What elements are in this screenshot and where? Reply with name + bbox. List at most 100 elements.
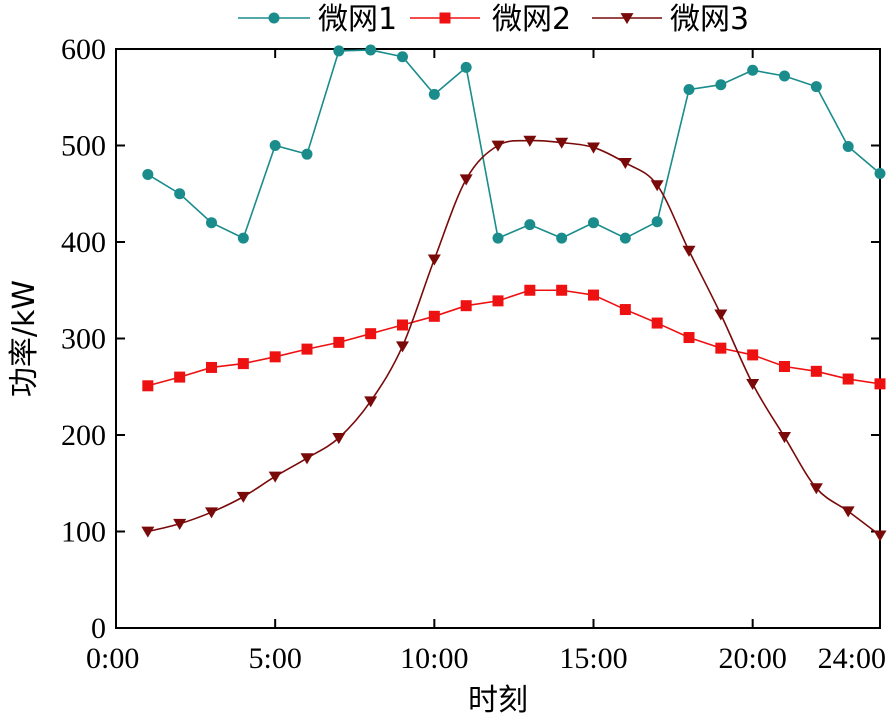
- data-point: [237, 358, 249, 370]
- data-point: [747, 64, 759, 76]
- data-point: [174, 371, 186, 383]
- data-point: [332, 433, 346, 445]
- data-point: [301, 343, 313, 355]
- data-point: [874, 378, 886, 390]
- y-tick-label: 500: [61, 130, 106, 163]
- data-point: [747, 349, 759, 361]
- data-point: [236, 491, 250, 503]
- data-point: [651, 216, 663, 228]
- series-3: [141, 135, 887, 542]
- data-point: [174, 188, 186, 200]
- y-axis-title: 功率/kW: [7, 280, 42, 397]
- data-point: [588, 217, 599, 229]
- legend-swatch-marker: [268, 12, 280, 24]
- data-point: [810, 365, 822, 377]
- data-point: [300, 453, 314, 465]
- data-point: [746, 378, 760, 391]
- y-tick-label: 300: [61, 323, 106, 356]
- legend-swatch-marker: [439, 12, 451, 24]
- data-point: [619, 232, 631, 244]
- data-point: [555, 137, 569, 149]
- x-tick-label: 15:00: [559, 642, 627, 675]
- plot-area: 0:00 5:00 10:00 15:00 20:00 24:00 0 100 200 300 4…: [61, 33, 887, 675]
- series-2: [142, 284, 886, 392]
- data-point: [141, 526, 155, 538]
- data-point: [651, 317, 663, 329]
- y-axis: 0 100 200 300 400 500 600: [61, 33, 880, 645]
- data-point: [778, 432, 791, 444]
- x-tick-label: 10:00: [400, 642, 468, 675]
- data-point: [619, 304, 631, 316]
- data-point: [873, 530, 887, 542]
- data-point: [269, 351, 281, 363]
- series-line: [147, 289, 881, 387]
- x-tick-label: 5:00: [248, 642, 301, 675]
- data-point: [683, 332, 695, 344]
- data-point: [301, 148, 313, 160]
- x-tick-label: 24:00: [818, 642, 886, 675]
- data-point: [397, 51, 408, 63]
- data-point: [460, 300, 472, 312]
- data-point: [427, 254, 441, 266]
- data-point: [333, 336, 345, 348]
- x-axis-title: 时刻: [468, 683, 528, 716]
- data-point: [587, 142, 600, 154]
- data-point: [842, 373, 854, 385]
- data-point: [397, 319, 408, 331]
- data-point: [874, 167, 886, 179]
- series-line: [147, 49, 881, 240]
- y-tick-label: 0: [91, 612, 106, 645]
- data-point: [809, 483, 823, 495]
- data-point: [682, 245, 696, 257]
- data-point: [268, 471, 282, 483]
- legend-label: 微网3: [670, 2, 749, 37]
- legend: 微网1 微网2 微网3: [238, 2, 749, 37]
- data-point: [556, 284, 568, 296]
- x-tick-label: 20:00: [718, 642, 786, 675]
- data-point: [396, 341, 409, 353]
- data-point: [333, 45, 345, 57]
- data-point: [650, 180, 664, 192]
- data-point: [524, 284, 536, 296]
- data-point: [364, 396, 378, 408]
- data-point: [206, 361, 217, 373]
- data-point: [841, 506, 855, 518]
- data-point: [365, 44, 377, 56]
- y-tick-label: 200: [61, 419, 106, 452]
- data-point: [237, 232, 249, 244]
- data-point: [269, 140, 281, 151]
- y-tick-label: 600: [61, 33, 106, 66]
- data-point: [365, 328, 377, 340]
- data-point: [618, 157, 632, 170]
- data-point: [459, 174, 473, 186]
- data-point: [683, 84, 695, 96]
- series-line: [147, 139, 881, 536]
- legend-item: 微网1: [238, 2, 397, 37]
- data-point: [206, 217, 217, 229]
- y-tick-label: 400: [61, 226, 106, 259]
- data-point: [492, 232, 504, 244]
- legend-swatch-marker: [620, 13, 634, 25]
- data-point: [428, 310, 440, 322]
- legend-item: 微网2: [410, 2, 571, 37]
- data-point: [491, 140, 505, 152]
- data-point: [460, 61, 472, 73]
- data-point: [524, 219, 536, 231]
- series-layer: [141, 44, 887, 542]
- data-point: [173, 518, 187, 530]
- plot-frame: [115, 48, 881, 629]
- data-point: [779, 70, 790, 82]
- legend-label: 微网1: [318, 2, 397, 37]
- data-point: [715, 342, 727, 354]
- data-point: [492, 295, 504, 307]
- data-point: [556, 232, 568, 244]
- data-point: [842, 140, 854, 152]
- data-point: [205, 507, 218, 519]
- series-1: [142, 44, 886, 244]
- legend-label: 微网2: [492, 2, 571, 37]
- data-point: [142, 168, 154, 180]
- data-point: [142, 380, 154, 392]
- x-axis: 0:00 5:00 10:00 15:00 20:00 24:00: [86, 49, 886, 675]
- data-point: [810, 81, 822, 93]
